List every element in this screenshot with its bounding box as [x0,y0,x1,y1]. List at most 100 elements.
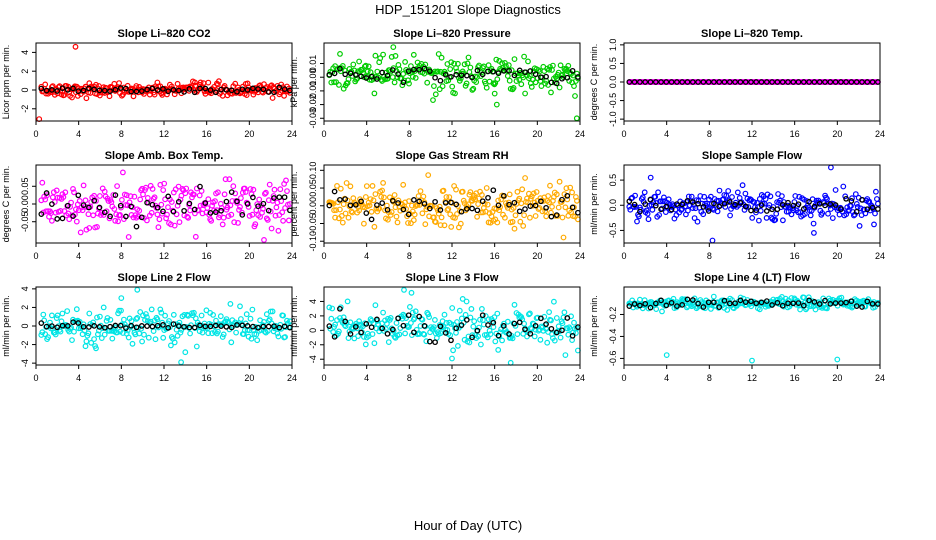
data-point [448,321,455,327]
mean-point [228,189,235,195]
mean-point [631,79,638,85]
mean-point [742,299,749,305]
data-point [409,73,416,80]
outlier-point [828,164,834,171]
mean-point [800,206,807,212]
data-point [462,311,469,318]
data-point [62,189,69,196]
data-point [256,196,263,203]
mean-point [658,206,664,213]
data-point [729,194,735,200]
data-point [661,194,667,201]
data-point [396,66,403,73]
mean-point [64,202,71,209]
y-tick-label: -2 [308,341,318,349]
data-point [265,197,272,204]
mean-point [527,330,534,337]
data-point [54,312,61,319]
data-point [475,333,482,340]
mean-point [202,200,209,206]
mean-point [432,74,438,81]
data-point [53,187,60,194]
x-tick-label: 8 [707,373,712,383]
data-point [52,331,59,338]
data-point [356,207,363,214]
mean-point [352,201,359,208]
data-point [269,308,276,315]
panels-group: Slope Li–820 CO2 Licor ppm per min. 0 4 8 12 1… [1,28,885,383]
data-point [107,316,114,323]
data-point [805,204,812,211]
data-point [241,185,248,192]
data-point [459,296,466,302]
data-point [644,210,651,217]
data-point [254,337,261,344]
x-tick-label: 12 [747,251,757,261]
mean-point [721,200,728,207]
mean-point [165,324,172,331]
data-point [385,75,391,82]
mean-point [342,71,349,78]
mean-point [186,86,193,92]
outlier-point [749,357,755,364]
data-point [151,91,158,98]
mean-point [138,88,145,94]
mean-point [202,85,209,92]
y-tick-label: -0.4 [608,329,618,345]
y-tick-label: 4 [20,286,30,291]
data-point [502,214,508,221]
data-point [80,182,87,189]
data-point [437,222,444,229]
data-point [112,217,119,224]
data-point [455,60,461,67]
mean-point [128,322,135,329]
data-point [521,212,527,219]
data-point [569,189,575,196]
data-point [559,320,566,327]
data-point [208,217,215,224]
y-tick-label: -0.02 [308,94,318,115]
data-point [117,211,123,218]
mean-point [395,71,401,77]
mean-point [516,208,523,215]
mean-point [96,324,103,330]
data-point [528,325,535,332]
data-point [763,214,770,221]
mean-point [59,322,66,329]
data-point [238,209,245,216]
data-point [178,192,185,199]
mean-point [395,315,401,322]
x-tick-label: 8 [407,373,412,383]
mean-point [774,299,781,306]
data-point [274,330,281,337]
outlier-point [401,287,407,293]
data-point [745,204,752,210]
x-tick-label: 20 [244,129,254,139]
data-point [521,53,527,60]
data-point [362,341,369,348]
data-point [431,324,437,331]
data-point [49,194,56,201]
mean-point [700,304,707,310]
mean-point [827,301,834,307]
data-point [369,182,376,189]
mean-point [637,302,643,309]
data-point [133,316,140,322]
data-point [739,182,746,189]
mean-point [421,65,428,72]
data-point [445,77,452,84]
mean-point [276,194,283,201]
x-tick-label: 20 [244,373,254,383]
data-point [109,335,116,342]
mean-point [244,87,251,93]
mean-point [228,87,235,94]
mean-point [337,196,343,203]
data-point [649,206,656,213]
chart-panel-8: Slope Line 3 Flow ml/min per min. 0 4 8 12 16 2… [289,272,585,383]
data-point [164,211,170,218]
data-point [505,199,512,206]
data-point [106,93,113,100]
mean-point [679,79,686,85]
data-point [85,330,92,337]
mean-point [165,88,172,95]
